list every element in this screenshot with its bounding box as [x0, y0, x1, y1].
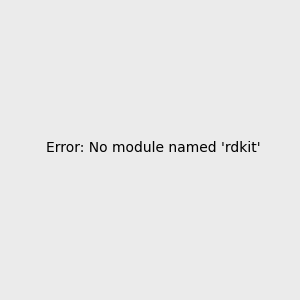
Text: Error: No module named 'rdkit': Error: No module named 'rdkit': [46, 140, 261, 154]
